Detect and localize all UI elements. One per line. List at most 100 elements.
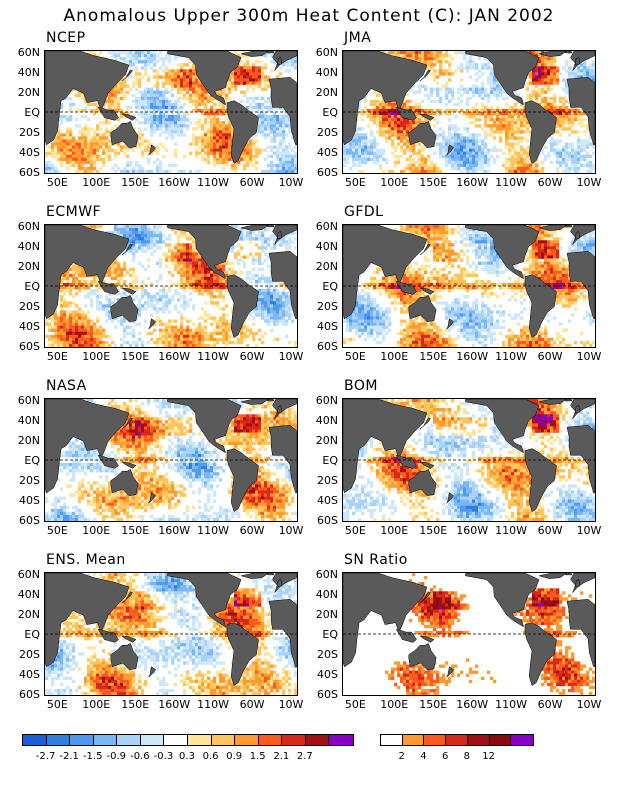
anomaly-cell [249,75,253,79]
anomaly-cell [57,139,61,143]
anomaly-cell [454,154,458,159]
anomaly-cell [204,133,208,137]
anomaly-cell [538,66,542,70]
anomaly-cell [108,102,112,107]
anomaly-cell [391,121,395,125]
anomaly-cell [150,60,154,64]
anomaly-cell [132,81,136,85]
anomaly-cell [246,87,250,91]
anomaly-cell [370,157,374,162]
anomaly-cell [294,151,297,155]
anomaly-cell [75,108,79,113]
anomaly-cell [400,127,404,131]
anomaly-cell [180,243,184,247]
anomaly-cell [571,130,575,134]
anomaly-cell [273,51,277,55]
anomaly-cell [541,72,545,76]
anomaly-cell [574,151,578,155]
anomaly-cell [430,166,434,171]
anomaly-cell [237,163,241,168]
anomaly-cell [273,145,277,149]
anomaly-cell [496,93,500,98]
anomaly-cell [255,273,259,278]
anomaly-cell [153,240,157,244]
anomaly-cell [553,96,557,101]
anomaly-cell [72,154,76,159]
land-mass [408,121,437,148]
anomaly-cell [165,81,169,85]
anomaly-cell [481,142,485,146]
anomaly-cell [240,234,244,238]
anomaly-cell [204,99,208,104]
anomaly-cell [553,72,557,76]
anomaly-cell [171,273,175,278]
anomaly-cell [451,151,455,155]
anomaly-cell [577,63,581,67]
anomaly-cell [454,124,458,128]
anomaly-cell [147,93,151,98]
anomaly-cell [586,163,590,168]
anomaly-cell [129,160,133,165]
anomaly-cell [261,240,265,244]
anomaly-cell [147,51,151,55]
lat-label: 40N [17,66,40,79]
anomaly-cell [291,154,295,159]
anomaly-cell [192,237,196,241]
anomaly-cell [279,160,283,165]
anomaly-cell [162,102,166,107]
anomaly-cell [580,121,584,125]
anomaly-cell [487,81,491,85]
anomaly-cell [51,148,55,152]
anomaly-cell [177,108,181,113]
anomaly-cell [267,154,271,159]
anomaly-cell [201,87,205,91]
anomaly-cell [270,124,274,128]
anomaly-cell [565,87,569,91]
anomaly-cell [466,157,470,162]
anomaly-cell [252,148,256,152]
anomaly-cell [400,51,404,55]
anomaly-cell [264,87,268,91]
anomaly-cell [592,166,595,171]
anomaly-cell [276,121,280,125]
anomaly-cell [258,130,262,134]
anomaly-cell [156,121,160,125]
anomaly-cell [258,108,262,113]
anomaly-cell [207,139,211,143]
anomaly-cell [213,160,217,165]
anomaly-cell [246,255,250,259]
anomaly-cell [228,267,232,272]
anomaly-cell [403,121,407,125]
anomaly-cell [93,163,97,168]
anomaly-cell [228,145,232,149]
anomaly-cell [108,93,112,98]
anomaly-cell [520,108,524,113]
anomaly-cell [261,115,265,119]
anomaly-cell [213,151,217,155]
anomaly-cell [535,166,539,171]
anomaly-cell [162,154,166,159]
anomaly-cell [472,160,476,165]
anomaly-cell [463,163,467,168]
anomaly-cell [174,258,178,262]
anomaly-cell [150,124,154,128]
anomaly-cell [430,160,434,165]
anomaly-cell [204,264,208,268]
anomaly-cell [397,142,401,146]
anomaly-cell [589,75,593,79]
anomaly-cell [391,127,395,131]
anomaly-cell [141,66,145,70]
anomaly-cell [147,264,151,268]
anomaly-cell [195,264,199,268]
anomaly-cell [523,163,527,168]
anomaly-cell [162,60,166,64]
anomaly-cell [132,54,136,58]
anomaly-cell [63,133,67,137]
anomaly-cell [511,145,515,149]
anomaly-cell [285,234,289,238]
anomaly-cell [81,96,85,101]
anomaly-cell [288,151,292,155]
anomaly-cell [60,145,64,149]
anomaly-cell [577,166,581,171]
anomaly-cell [144,69,148,73]
